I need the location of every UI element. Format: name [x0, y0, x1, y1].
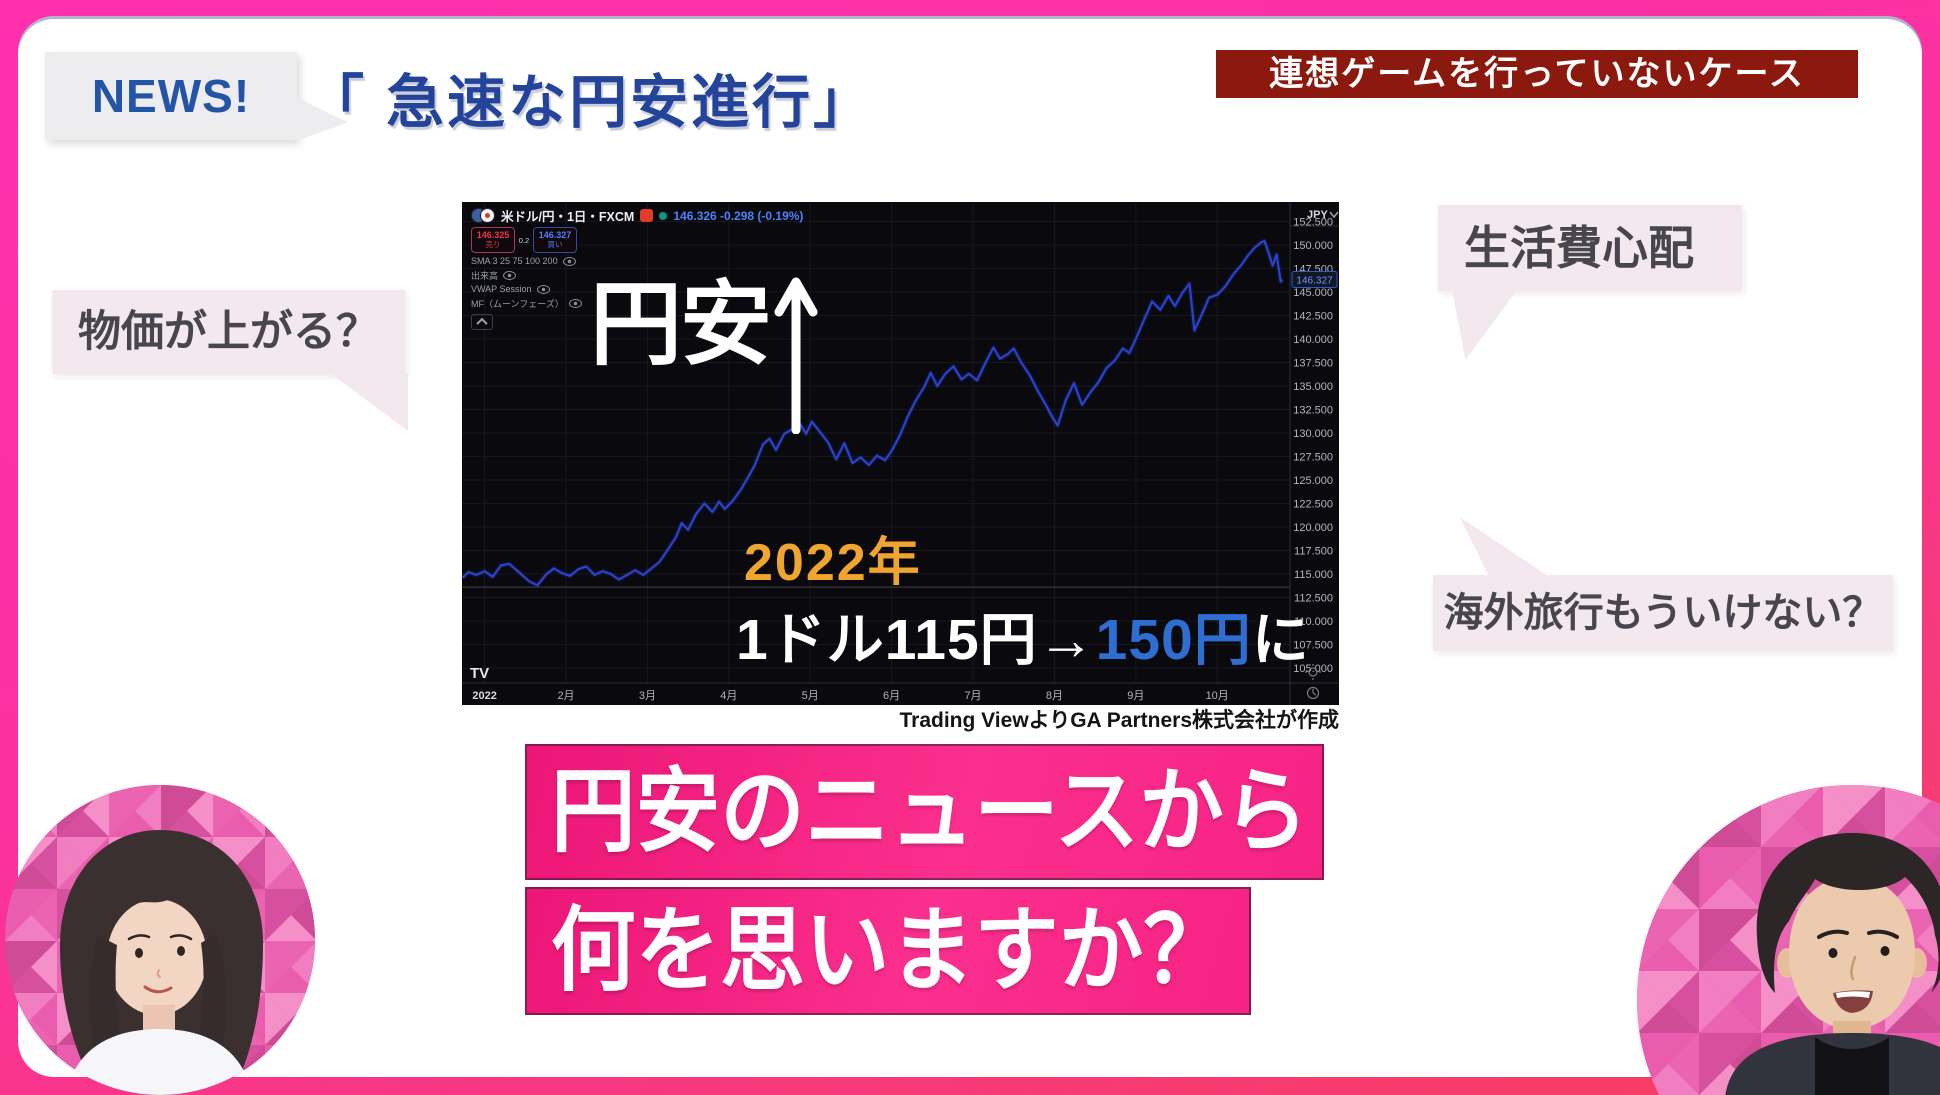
clock-icon[interactable]: [1306, 686, 1320, 700]
question-banner-line2: 何を思いますか？: [525, 887, 1251, 1015]
news-badge: NEWS!: [45, 52, 297, 140]
svg-text:2月: 2月: [557, 690, 574, 702]
svg-text:4月: 4月: [720, 690, 737, 702]
chart-plot: JPY152.500150.000147.500145.000142.50014…: [462, 202, 1339, 705]
svg-text:145.000: 145.000: [1293, 287, 1333, 299]
svg-text:115.000: 115.000: [1294, 569, 1333, 581]
svg-text:10月: 10月: [1206, 690, 1229, 702]
svg-text:6月: 6月: [883, 690, 900, 702]
buy-price: 146.327: [538, 230, 572, 241]
indicator-label: SMA 3 25 75 100 200: [471, 256, 558, 266]
buy-label: 買い: [547, 240, 563, 250]
speech-bubble-living-cost: 生活費心配: [1438, 205, 1742, 291]
price-change-text: 146.326 -0.298 (-0.19%): [673, 208, 804, 223]
svg-text:132.500: 132.500: [1293, 405, 1333, 417]
svg-text:3月: 3月: [639, 690, 656, 702]
eye-icon[interactable]: [562, 256, 576, 266]
indicator-label: MF（ムーンフェーズ）: [471, 298, 564, 309]
speech-bubble-travel: 海外旅行もういけない？: [1433, 575, 1893, 651]
svg-text:140.000: 140.000: [1293, 334, 1333, 346]
up-arrow-icon: [774, 277, 818, 434]
chevron-down-icon: [1329, 211, 1339, 219]
guest-photo-male: [1637, 785, 1940, 1095]
svg-text:122.500: 122.500: [1293, 499, 1333, 511]
price-axis[interactable]: JPY152.500150.000147.500145.000142.50014…: [1290, 209, 1339, 675]
svg-text:142.500: 142.500: [1293, 311, 1333, 323]
svg-text:150.000: 150.000: [1293, 240, 1333, 252]
last-price-tag: 146.327: [1291, 271, 1338, 289]
sell-button[interactable]: 146.325 売り: [471, 227, 515, 253]
eye-icon[interactable]: [503, 270, 517, 280]
svg-text:125.000: 125.000: [1293, 475, 1333, 487]
market-open-dot-icon: [659, 211, 668, 220]
broker-badge-icon: [640, 209, 654, 222]
tradingview-chart: JPY 152.500 150.000 147.500 145.000 142.500 14…: [462, 202, 1339, 705]
sell-price: 146.325: [476, 230, 510, 241]
svg-text:105.000: 105.000: [1293, 663, 1333, 675]
eye-icon[interactable]: [536, 284, 550, 294]
chevron-up-icon: [476, 317, 488, 330]
tradingview-watermark: TV: [470, 665, 489, 682]
overlay-yen-weak-text: 円安: [590, 274, 772, 376]
svg-text:7月: 7月: [964, 690, 981, 702]
overlay-year-text: 2022年: [744, 534, 922, 592]
rate-move-post: に: [1251, 608, 1310, 672]
case-banner: 連想ゲームを行っていないケース: [1216, 50, 1858, 98]
speech-bubble-prices: 物価が上がる？: [52, 290, 405, 374]
currency-pair-logo-icon: [471, 208, 495, 223]
svg-text:8月: 8月: [1046, 690, 1063, 702]
question-banner-line1: 円安のニュースから: [525, 744, 1324, 880]
symbol-title: 米ドル/円・1日・FXCM: [501, 210, 635, 224]
svg-text:9月: 9月: [1127, 690, 1144, 702]
indicator-row: SMA 3 25 75 100 200: [471, 254, 582, 268]
guest-photo-female: [5, 785, 315, 1095]
svg-text:107.500: 107.500: [1293, 640, 1333, 652]
question-line2-text: 何を思いますか？: [550, 900, 1229, 1002]
rate-move-pre: 1ドル115円→: [736, 608, 1096, 672]
svg-text:110.000: 110.000: [1294, 616, 1333, 628]
buy-button[interactable]: 146.327 買い: [533, 227, 577, 253]
svg-text:117.500: 117.500: [1294, 546, 1333, 558]
indicator-list: SMA 3 25 75 100 200 出来高 VWAP Session MF（ムーン…: [471, 254, 582, 310]
svg-text:135.000: 135.000: [1293, 381, 1333, 393]
indicator-row: MF（ムーンフェーズ）: [471, 296, 582, 310]
chart-symbol-header: 米ドル/円・1日・FXCM 146.326 -0.298 (-0.19%): [471, 207, 803, 224]
male-guest-figure: [1725, 833, 1940, 1095]
rate-move-highlight: 150円: [1095, 608, 1252, 672]
trade-buttons: 146.325 売り 0.2 146.327 買い: [471, 227, 577, 253]
collapse-button[interactable]: [471, 314, 493, 330]
svg-text:5月: 5月: [802, 690, 819, 702]
chart-grid: [462, 202, 1290, 683]
indicator-label: 出来高: [471, 270, 499, 281]
indicator-row: VWAP Session: [471, 282, 582, 296]
svg-text:130.000: 130.000: [1293, 428, 1333, 440]
time-axis[interactable]: 2022 2月 3月 4月 5月 6月 7月 8月 9月 10月: [472, 690, 1228, 702]
svg-text:112.500: 112.500: [1294, 593, 1333, 605]
indicator-label: VWAP Session: [471, 284, 532, 294]
svg-text:137.500: 137.500: [1293, 358, 1333, 370]
svg-text:120.000: 120.000: [1293, 522, 1333, 534]
indicator-row: 出来高: [471, 268, 582, 282]
gear-icon[interactable]: [1305, 664, 1321, 680]
female-guest-figure: [60, 830, 263, 1095]
chart-source-caption: Trading ViewよりGA Partners株式会社が作成: [899, 709, 1340, 732]
overlay-rate-move-text: 1ドル115円→150円に: [736, 594, 1310, 676]
svg-text:127.500: 127.500: [1293, 452, 1333, 464]
svg-text:152.500: 152.500: [1293, 217, 1333, 229]
question-line1-text: 円安のニュースから: [550, 761, 1309, 863]
news-label: NEWS!: [91, 70, 251, 122]
page-title: 「 急速な円安進行」: [306, 70, 875, 135]
series-line: [462, 239, 1284, 587]
eye-icon[interactable]: [568, 298, 582, 308]
svg-text:2022: 2022: [472, 690, 496, 702]
svg-text:146.327: 146.327: [1296, 276, 1333, 287]
spread-label: 0.2: [518, 235, 530, 245]
sell-label: 売り: [485, 240, 501, 250]
jpy-dropdown[interactable]: JPY: [1307, 209, 1328, 221]
